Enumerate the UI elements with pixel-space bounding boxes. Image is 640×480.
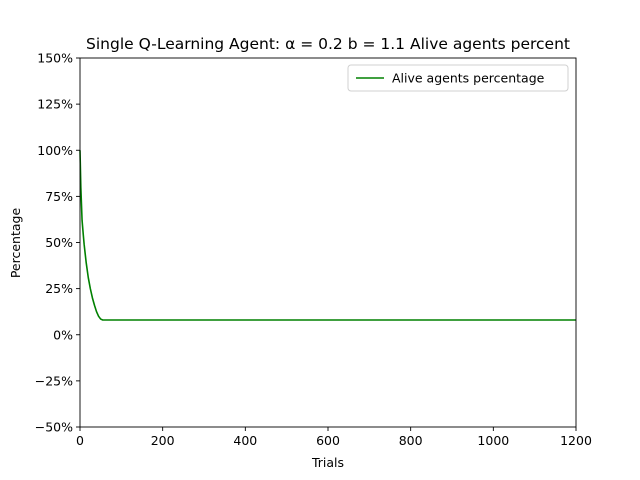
legend-label-0: Alive agents percentage xyxy=(392,71,545,86)
y-tick-label: −50% xyxy=(35,420,73,435)
x-tick-label: 600 xyxy=(316,433,340,448)
x-tick-label: 400 xyxy=(233,433,257,448)
y-tick-label: 25% xyxy=(45,281,73,296)
legend: Alive agents percentage xyxy=(347,64,569,92)
x-axis-label: Trials xyxy=(311,455,344,470)
plot-background xyxy=(80,58,576,427)
y-tick-label: 100% xyxy=(37,143,73,158)
x-tick-label: 200 xyxy=(151,433,175,448)
series-layer xyxy=(79,150,576,321)
legend-box xyxy=(347,64,569,92)
y-tick-label: 150% xyxy=(37,51,73,66)
plot-area xyxy=(80,58,576,427)
chart-title: Single Q-Learning Agent: α = 0.2 b = 1.1… xyxy=(86,35,570,53)
axes-layer: 0 200 400 600 800 1000 1200 −50% −25% 0% 25% 50% 75%… xyxy=(35,51,592,449)
y-tick-label: 75% xyxy=(45,189,73,204)
y-tick-label: −25% xyxy=(35,373,73,388)
y-tick-label: 125% xyxy=(37,97,73,112)
y-axis-label: Percentage xyxy=(8,208,23,279)
x-tick-label: 1200 xyxy=(560,433,592,448)
x-tick-label: 0 xyxy=(76,433,84,448)
x-tick-label: 800 xyxy=(399,433,423,448)
series-line-0 xyxy=(79,150,576,321)
y-tick-label: 50% xyxy=(45,235,73,250)
y-tick-label: 0% xyxy=(53,327,73,342)
x-tick-label: 1000 xyxy=(477,433,509,448)
